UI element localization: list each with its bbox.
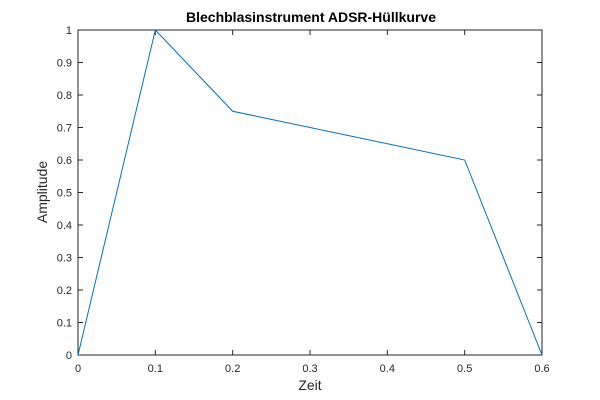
y-tick-label: 0.4: [57, 220, 72, 232]
x-tick-label: 0.2: [225, 363, 240, 375]
x-tick-label: 0.4: [380, 363, 395, 375]
chart-title: Blechblasinstrument ADSR-Hüllkurve: [186, 9, 436, 25]
x-tick-label: 0.5: [457, 363, 472, 375]
y-tick-label: 0.9: [57, 58, 72, 70]
y-tick-label: 0.6: [57, 155, 72, 167]
plot-area: [77, 29, 543, 356]
x-tick-label: 0.1: [148, 363, 163, 375]
y-tick-label: 1: [66, 25, 72, 37]
series-layer: [77, 28, 543, 356]
y-tick-label: 0.1: [57, 318, 72, 330]
y-tick-label: 0.8: [57, 90, 72, 102]
series-line: [77, 28, 543, 356]
ticks-layer: 0 0.1 0.2 0.3 0.4 0.5 0.6 0 0.1 0.2 0.3 0.4 0.5 0.6 0.…: [57, 25, 550, 375]
y-tick-label: 0: [66, 350, 72, 362]
y-tick-label: 0.7: [57, 123, 72, 135]
y-tick-label: 0.5: [57, 188, 72, 200]
y-tick-label: 0.3: [57, 253, 72, 265]
x-tick-label: 0.3: [302, 363, 317, 375]
y-axis-title: Amplitude: [34, 161, 50, 223]
x-tick-label: 0.6: [534, 363, 549, 375]
x-axis-title: Zeit: [298, 377, 321, 393]
x-tick-label: 0: [75, 363, 81, 375]
y-tick-label: 0.2: [57, 285, 72, 297]
